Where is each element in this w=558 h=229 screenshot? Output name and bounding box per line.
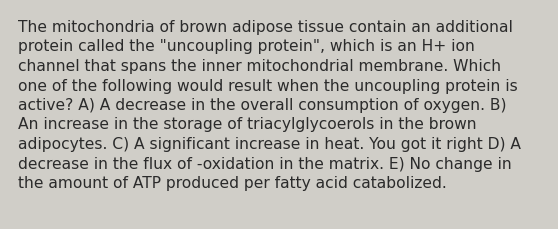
Text: one of the following would result when the uncoupling protein is: one of the following would result when t… <box>18 78 518 93</box>
Text: active? A) A decrease in the overall consumption of oxygen. B): active? A) A decrease in the overall con… <box>18 98 507 112</box>
Text: the amount of ATP produced per fatty acid catabolized.: the amount of ATP produced per fatty aci… <box>18 175 447 190</box>
Text: channel that spans the inner mitochondrial membrane. Which: channel that spans the inner mitochondri… <box>18 59 501 74</box>
Text: adipocytes. C) A significant increase in heat. You got it right D) A: adipocytes. C) A significant increase in… <box>18 136 521 151</box>
Text: decrease in the flux of -oxidation in the matrix. E) No change in: decrease in the flux of -oxidation in th… <box>18 156 512 171</box>
Text: The mitochondria of brown adipose tissue contain an additional: The mitochondria of brown adipose tissue… <box>18 20 513 35</box>
Text: protein called the "uncoupling protein", which is an H+ ion: protein called the "uncoupling protein",… <box>18 39 475 54</box>
Text: An increase in the storage of triacylglycoerols in the brown: An increase in the storage of triacylgly… <box>18 117 477 132</box>
